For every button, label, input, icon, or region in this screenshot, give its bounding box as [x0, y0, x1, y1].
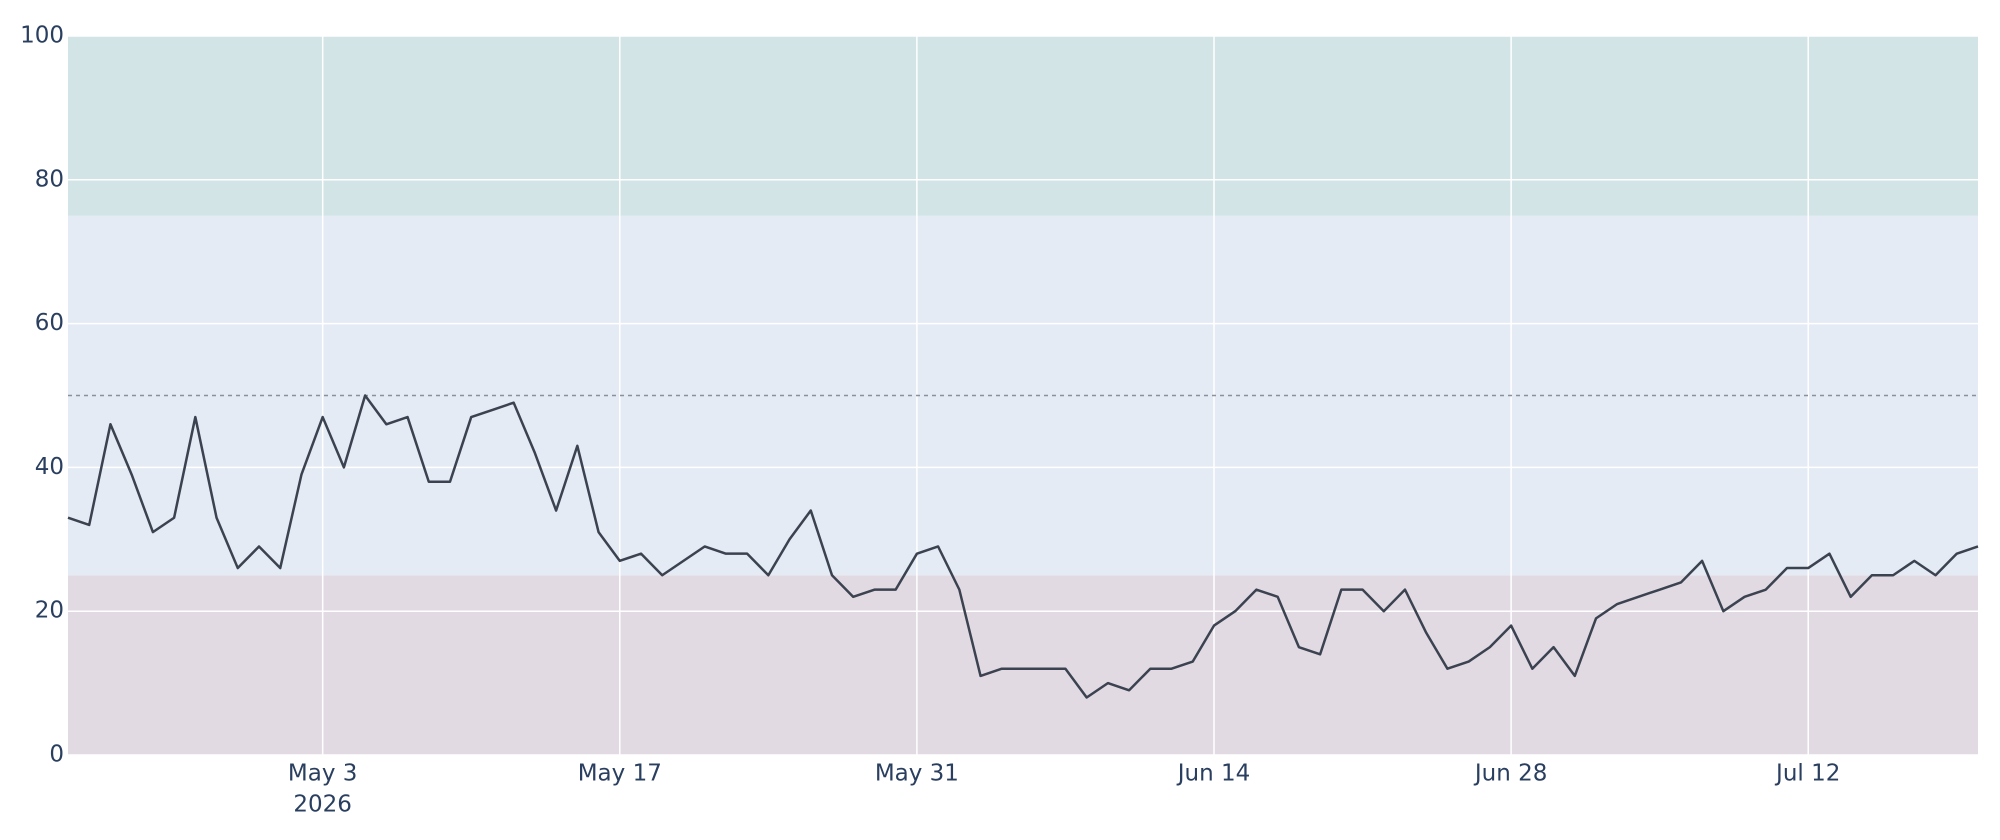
y-tick-label: 80 — [35, 166, 64, 192]
y-tick-label: 100 — [20, 23, 64, 49]
band — [68, 575, 1978, 755]
x-tick-label: May 17 — [578, 761, 662, 787]
x-tick-label: Jul 12 — [1774, 761, 1840, 787]
x-tick-label: Jun 28 — [1473, 761, 1548, 787]
y-tick-label: 20 — [35, 598, 64, 624]
y-tick-label: 0 — [49, 742, 64, 768]
x-tick-label: May 3 — [288, 761, 358, 787]
x-year-label: 2026 — [293, 792, 352, 818]
line — [67, 394, 1979, 699]
band — [68, 36, 1978, 216]
y-tick-label: 60 — [35, 310, 64, 336]
y-tick-label: 40 — [35, 454, 64, 480]
x-tick-label: Jun 14 — [1176, 761, 1251, 787]
x-tick-label: May 31 — [875, 761, 959, 787]
